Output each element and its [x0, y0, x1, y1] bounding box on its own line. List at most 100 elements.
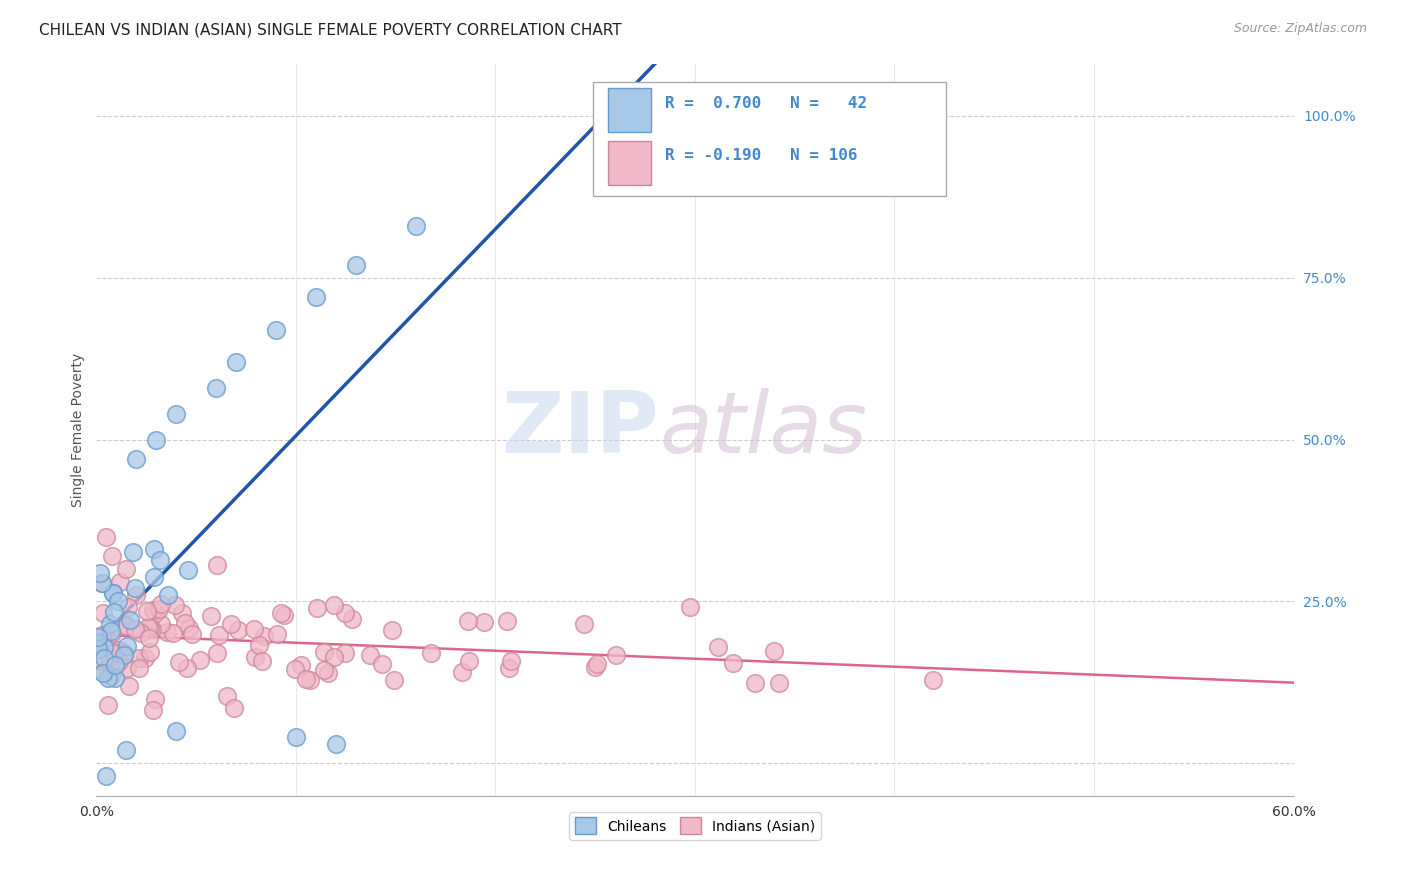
- FancyBboxPatch shape: [607, 141, 651, 185]
- Point: [96, 769, 118, 783]
- Point: [768, 676, 790, 690]
- Point: [128, 651, 150, 665]
- Point: [125, 588, 148, 602]
- Point: [115, 640, 138, 654]
- Point: [381, 624, 404, 638]
- Point: [105, 657, 128, 672]
- Point: [115, 618, 138, 632]
- Point: [179, 621, 201, 635]
- Point: [91, 654, 114, 668]
- Point: [305, 290, 328, 304]
- Point: [163, 598, 186, 612]
- Point: [149, 553, 172, 567]
- Point: [180, 627, 202, 641]
- Point: [605, 648, 627, 663]
- Point: [112, 647, 135, 661]
- Point: [108, 654, 131, 668]
- Point: [87, 635, 110, 649]
- Point: [145, 433, 167, 447]
- Point: [87, 630, 110, 644]
- Point: [115, 743, 138, 757]
- Point: [322, 650, 344, 665]
- Point: [583, 660, 606, 674]
- Point: [499, 654, 522, 668]
- Legend: Chileans, Indians (Asian): Chileans, Indians (Asian): [569, 812, 821, 840]
- Point: [117, 599, 139, 614]
- Point: [96, 530, 118, 544]
- Point: [243, 649, 266, 664]
- Point: [91, 628, 114, 642]
- Point: [706, 640, 728, 655]
- Point: [121, 545, 143, 559]
- Point: [115, 661, 138, 675]
- Point: [145, 691, 167, 706]
- Point: [142, 703, 165, 717]
- Y-axis label: Single Female Poverty: Single Female Poverty: [72, 352, 86, 507]
- Point: [224, 701, 246, 715]
- Point: [679, 600, 702, 615]
- Point: [142, 542, 165, 557]
- Point: [104, 671, 127, 685]
- Point: [91, 575, 114, 590]
- Point: [243, 622, 266, 636]
- Point: [450, 665, 472, 679]
- Point: [177, 563, 200, 577]
- Point: [290, 657, 312, 672]
- Point: [384, 673, 406, 687]
- Point: [762, 644, 785, 658]
- Point: [97, 671, 120, 685]
- Point: [118, 614, 141, 628]
- Point: [157, 588, 180, 602]
- Point: [205, 646, 228, 660]
- Point: [572, 617, 595, 632]
- Point: [207, 628, 229, 642]
- Point: [247, 638, 270, 652]
- Point: [125, 452, 148, 467]
- Point: [100, 624, 122, 638]
- Point: [458, 654, 481, 668]
- Point: [143, 606, 166, 620]
- Point: [91, 665, 114, 680]
- Point: [93, 640, 115, 654]
- Point: [188, 653, 211, 667]
- Point: [110, 575, 132, 590]
- Point: [91, 576, 114, 591]
- Point: [585, 657, 607, 671]
- FancyBboxPatch shape: [607, 88, 651, 132]
- Point: [312, 645, 335, 659]
- Point: [323, 598, 346, 612]
- Point: [112, 648, 135, 662]
- Point: [170, 606, 193, 620]
- Point: [100, 669, 122, 683]
- Point: [270, 606, 292, 620]
- Point: [253, 629, 276, 643]
- Point: [115, 562, 138, 576]
- Point: [307, 601, 329, 615]
- Point: [107, 594, 129, 608]
- Point: [419, 646, 441, 660]
- Point: [150, 598, 173, 612]
- Point: [325, 737, 347, 751]
- Point: [124, 582, 146, 596]
- Point: [98, 616, 121, 631]
- Point: [333, 607, 356, 621]
- Point: [457, 614, 479, 628]
- Point: [405, 219, 427, 233]
- Point: [165, 407, 187, 421]
- Point: [284, 662, 307, 676]
- Point: [87, 636, 110, 650]
- Point: [316, 666, 339, 681]
- Point: [136, 620, 159, 634]
- FancyBboxPatch shape: [593, 82, 946, 195]
- Point: [264, 322, 287, 336]
- Point: [176, 661, 198, 675]
- Point: [139, 622, 162, 636]
- Point: [87, 642, 110, 657]
- Point: [108, 643, 131, 657]
- Point: [922, 673, 945, 687]
- Point: [101, 585, 124, 599]
- Text: R = -0.190   N = 106: R = -0.190 N = 106: [665, 148, 858, 163]
- Point: [228, 623, 250, 637]
- Point: [340, 612, 363, 626]
- Point: [173, 616, 195, 631]
